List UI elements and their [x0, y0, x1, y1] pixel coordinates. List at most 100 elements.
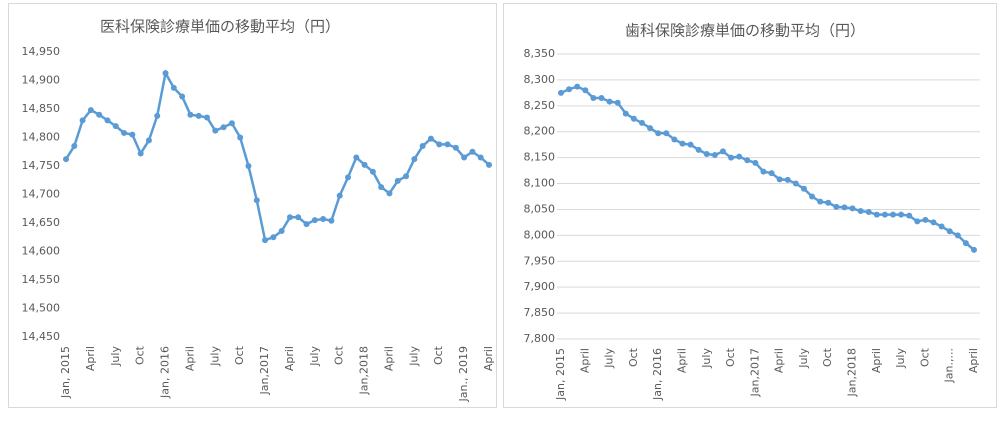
y-tick-label: 7,850	[524, 306, 556, 319]
point	[228, 120, 235, 127]
point	[403, 173, 410, 180]
point	[962, 240, 969, 247]
right-panel	[503, 3, 997, 408]
point	[946, 228, 953, 235]
x-tick-label: Oct	[333, 345, 346, 365]
point	[419, 143, 426, 150]
point	[744, 157, 751, 164]
x-tick-label: Jan,2018	[846, 348, 859, 397]
point	[930, 219, 937, 226]
point	[121, 129, 128, 136]
x-tick-label: April	[84, 346, 97, 371]
point	[278, 227, 285, 234]
point	[630, 115, 637, 122]
x-tick-label: Jan, 2015	[59, 346, 72, 399]
point	[187, 111, 194, 118]
y-tick-label: 14,600	[22, 245, 61, 258]
point	[345, 174, 351, 181]
point	[582, 87, 589, 94]
y-tick-label: 14,700	[22, 188, 61, 201]
x-tick-label: July	[797, 348, 810, 369]
x-tick-label: July	[308, 346, 321, 367]
point	[129, 131, 136, 138]
y-tick-label: 8,300	[524, 73, 556, 86]
point	[760, 168, 767, 175]
point	[614, 99, 621, 106]
point	[179, 93, 186, 100]
x-tick-label: Oct	[134, 345, 147, 365]
point	[857, 208, 864, 215]
left-panel	[8, 3, 497, 408]
x-tick-label: April	[578, 348, 591, 373]
point	[137, 150, 144, 157]
point	[461, 154, 468, 161]
x-tick-label: Jan., 2019	[457, 346, 470, 402]
x-tick-label: Oct	[432, 345, 445, 365]
point	[311, 217, 318, 224]
point	[711, 152, 718, 159]
point	[606, 98, 613, 105]
point	[841, 204, 848, 211]
x-tick-label: Oct	[724, 347, 737, 367]
x-tick-label: Jan,2017	[748, 348, 761, 397]
point	[728, 154, 735, 161]
x-tick-label: April	[183, 346, 196, 371]
point	[361, 161, 368, 168]
x-tick-label: July	[208, 346, 221, 367]
x-tick-label: April	[870, 348, 883, 373]
point	[825, 199, 832, 206]
point	[849, 205, 856, 212]
y-tick-label: 8,050	[524, 202, 556, 215]
point	[378, 184, 385, 191]
point	[833, 203, 840, 210]
y-tick-label: 8,350	[524, 47, 556, 60]
y-tick-label: 14,800	[22, 131, 61, 144]
point	[411, 156, 418, 163]
x-tick-label: Jan,2017	[258, 346, 271, 395]
y-tick-label: 7,950	[524, 254, 556, 267]
x-tick-label: April	[967, 348, 980, 373]
point	[881, 211, 888, 218]
point	[590, 95, 597, 102]
point	[898, 211, 905, 218]
x-tick-label: Jan, 2016	[159, 346, 172, 399]
point	[63, 156, 69, 163]
x-tick-label: Oct	[918, 347, 931, 367]
y-tick-label: 8,250	[524, 99, 556, 112]
point	[112, 123, 119, 130]
x-tick-label: July	[407, 346, 420, 367]
y-tick-label: 14,950	[22, 45, 61, 58]
point	[890, 211, 897, 218]
point	[328, 217, 335, 224]
point	[444, 141, 451, 148]
x-tick-label: April	[675, 348, 688, 373]
point	[469, 148, 476, 155]
point	[971, 246, 977, 253]
point	[154, 112, 161, 119]
point	[922, 216, 929, 223]
point	[954, 232, 961, 239]
point	[162, 70, 169, 77]
point	[622, 110, 629, 117]
point	[295, 214, 302, 221]
point	[96, 111, 103, 118]
point	[679, 140, 686, 147]
point	[719, 148, 726, 155]
point	[752, 159, 759, 166]
y-tick-label: 14,650	[22, 216, 61, 229]
point	[663, 130, 670, 137]
y-tick-label: 8,150	[524, 151, 556, 164]
point	[873, 211, 880, 218]
point	[262, 237, 269, 244]
point	[671, 136, 678, 143]
point	[647, 125, 654, 132]
point	[270, 234, 277, 241]
x-tick-label: April	[382, 346, 395, 371]
point	[394, 177, 401, 184]
point	[427, 135, 434, 142]
point	[436, 141, 443, 148]
point	[286, 214, 293, 221]
point	[386, 190, 393, 197]
point	[695, 146, 702, 153]
point	[768, 170, 775, 177]
